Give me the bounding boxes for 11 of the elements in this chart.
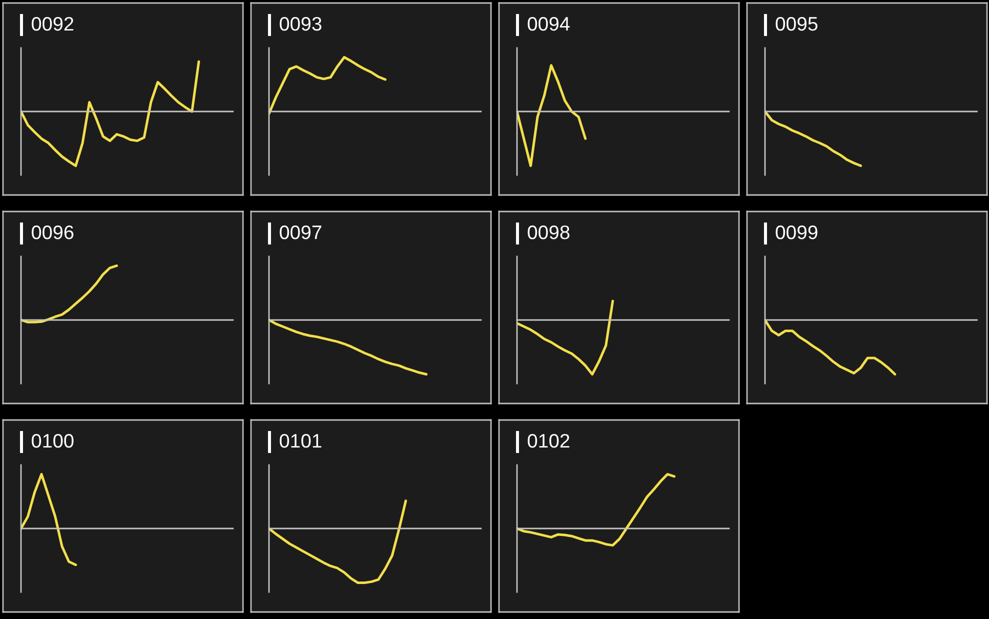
chart-title: 0092 <box>32 16 74 31</box>
chart-title: 0096 <box>32 225 74 240</box>
chart-title: 0097 <box>280 225 322 240</box>
chart-title: 0100 <box>32 434 74 448</box>
chart-title: 0099 <box>776 225 818 240</box>
chart-title: 0101 <box>280 434 322 448</box>
chart-title: 0095 <box>776 16 818 31</box>
chart-title: 0098 <box>528 225 570 240</box>
chart-title: 0093 <box>280 16 322 31</box>
chart-title: 0102 <box>528 434 570 448</box>
chart-title: 0094 <box>528 16 570 31</box>
